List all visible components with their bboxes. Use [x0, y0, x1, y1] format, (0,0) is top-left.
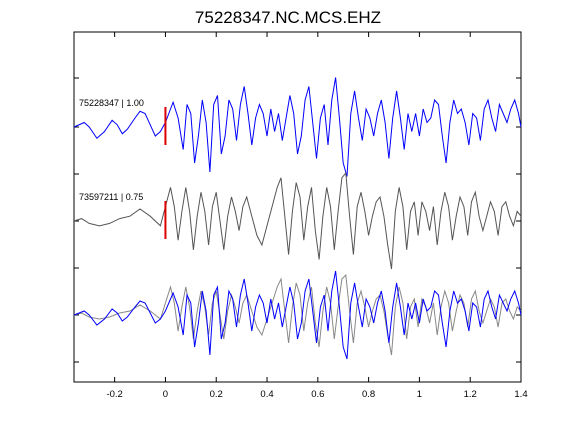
trace-label-73597211: 73597211 | 0.75	[79, 192, 143, 202]
trace-label-75228347: 75228347 | 1.00	[79, 98, 144, 108]
overlay-group	[73, 270, 522, 360]
x-tick-label-0: -0.2	[106, 389, 122, 400]
y-axis-ticks	[74, 77, 521, 363]
plot-frame	[73, 31, 522, 383]
x-tick-label-2: 0.2	[210, 389, 223, 400]
x-axis: -0.2 0 0.2 0.4 0.6 0.8 1 1.2 1.4	[106, 32, 528, 400]
x-tick-label-5: 0.8	[362, 389, 375, 400]
x-tick-label-6: 1	[417, 389, 422, 400]
x-tick-label-7: 1.2	[464, 389, 477, 400]
overlay-trace-73597211	[73, 273, 522, 356]
trace-labels: 75228347 | 1.00 73597211 | 0.75	[79, 98, 144, 202]
trace-73597211	[73, 171, 522, 270]
x-tick-label-8: 1.4	[514, 389, 527, 400]
trace-75228347	[73, 77, 522, 177]
chart-title: 75228347.NC.MCS.EHZ	[195, 8, 381, 27]
traces-group	[73, 77, 522, 270]
x-tick-label-1: 0	[163, 389, 168, 400]
overlay-trace-75228347	[73, 270, 522, 360]
x-tick-label-4: 0.6	[311, 389, 324, 400]
x-tick-label-3: 0.4	[260, 389, 273, 400]
